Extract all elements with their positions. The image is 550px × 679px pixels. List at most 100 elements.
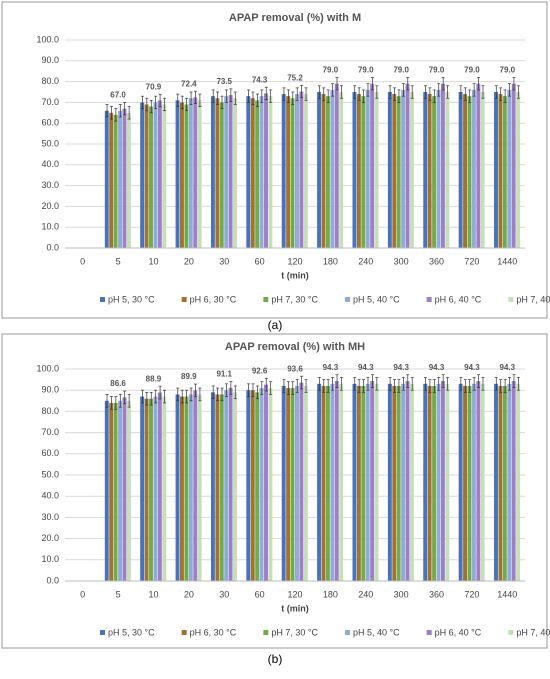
value-label: 74.3 xyxy=(252,75,268,84)
bar xyxy=(295,385,299,581)
bar xyxy=(233,98,237,249)
x-tick-label: 20 xyxy=(184,589,194,599)
legend-label: pH 7, 40 °C xyxy=(516,294,550,304)
y-tick-label: 10.0 xyxy=(41,554,59,564)
value-label: 72.4 xyxy=(181,79,197,88)
value-label: 94.3 xyxy=(429,363,445,372)
value-label: 73.5 xyxy=(216,77,232,86)
bar xyxy=(339,383,344,581)
value-label: 86.6 xyxy=(110,379,126,388)
bar xyxy=(480,92,485,248)
bar xyxy=(228,95,233,249)
x-tick-label: 240 xyxy=(358,256,373,266)
bar xyxy=(374,92,379,248)
legend-swatch xyxy=(508,630,514,635)
bar xyxy=(423,92,428,248)
bar xyxy=(290,388,295,581)
bar xyxy=(113,402,118,581)
bar xyxy=(118,110,122,248)
bar xyxy=(440,381,445,581)
bar xyxy=(321,385,326,581)
bar xyxy=(193,390,198,581)
bar xyxy=(365,89,370,248)
x-tick-label: 180 xyxy=(323,589,338,599)
legend-label: pH 5, 30 °C xyxy=(108,294,155,304)
bar xyxy=(246,96,251,248)
x-tick-label: 720 xyxy=(464,256,479,266)
bar xyxy=(299,382,304,581)
bar xyxy=(440,83,445,249)
y-tick-label: 40.0 xyxy=(41,159,59,169)
y-tick-label: 100.0 xyxy=(36,363,59,373)
bar xyxy=(197,394,202,581)
x-tick-label: 0 xyxy=(80,256,85,266)
y-tick-label: 70.0 xyxy=(41,427,59,437)
x-tick-label: 0 xyxy=(80,589,85,599)
bar xyxy=(215,394,220,581)
legend-swatch xyxy=(508,297,514,302)
legend-label: pH 6, 40 °C xyxy=(435,627,482,637)
y-tick-label: 0.0 xyxy=(46,242,59,252)
bar xyxy=(334,381,339,581)
bar xyxy=(157,392,162,581)
legend-swatch xyxy=(100,630,105,635)
legend-label: pH 5, 30 °C xyxy=(108,627,155,637)
bar xyxy=(436,89,441,248)
x-tick-label: 5 xyxy=(116,256,121,266)
bar xyxy=(507,383,512,581)
bar xyxy=(463,385,467,581)
value-label: 92.6 xyxy=(252,366,268,375)
bar xyxy=(387,383,392,581)
legend-label: pH 7, 30 °C xyxy=(271,627,318,637)
bar xyxy=(140,396,145,581)
bar xyxy=(144,104,149,248)
x-tick-label: 300 xyxy=(394,256,409,266)
y-tick-label: 50.0 xyxy=(41,469,59,479)
x-tick-label: 30 xyxy=(219,256,229,266)
bar xyxy=(303,385,308,581)
x-tick-label: 360 xyxy=(429,589,444,599)
legend-label: pH 7, 30 °C xyxy=(271,294,318,304)
panel-border xyxy=(1,333,548,649)
bar xyxy=(458,383,463,581)
bar xyxy=(268,96,273,248)
bar xyxy=(498,385,503,581)
bar xyxy=(299,91,304,248)
bar xyxy=(281,94,286,248)
bar xyxy=(502,385,507,581)
value-label: 79.0 xyxy=(358,66,374,75)
bar xyxy=(325,385,330,581)
bar xyxy=(153,102,158,249)
y-tick-label: 30.0 xyxy=(41,180,59,190)
x-axis-title: t (min) xyxy=(281,603,309,613)
bar xyxy=(405,381,410,581)
bar xyxy=(259,96,264,248)
bar xyxy=(498,94,503,248)
y-tick-label: 80.0 xyxy=(41,406,59,416)
value-label: 94.3 xyxy=(323,363,339,372)
x-tick-label: 720 xyxy=(464,589,479,599)
y-tick-label: 40.0 xyxy=(41,491,59,501)
bar xyxy=(317,92,322,248)
bar xyxy=(290,98,295,249)
y-tick-label: 10.0 xyxy=(41,222,59,232)
bar xyxy=(330,89,335,248)
bar xyxy=(140,102,145,249)
bar xyxy=(356,385,361,581)
value-label: 88.9 xyxy=(146,374,162,383)
caption: (a) xyxy=(268,318,283,332)
bar xyxy=(215,98,220,249)
bar xyxy=(122,397,127,581)
y-tick-label: 70.0 xyxy=(41,97,59,107)
bar xyxy=(109,112,114,248)
bar xyxy=(467,96,472,248)
bar xyxy=(286,388,291,581)
bar xyxy=(471,383,476,581)
value-label: 79.0 xyxy=(429,66,445,75)
bar xyxy=(246,390,251,581)
value-label: 93.6 xyxy=(287,364,303,373)
x-tick-label: 10 xyxy=(148,256,158,266)
bar xyxy=(224,390,229,581)
value-label: 70.9 xyxy=(146,82,162,91)
